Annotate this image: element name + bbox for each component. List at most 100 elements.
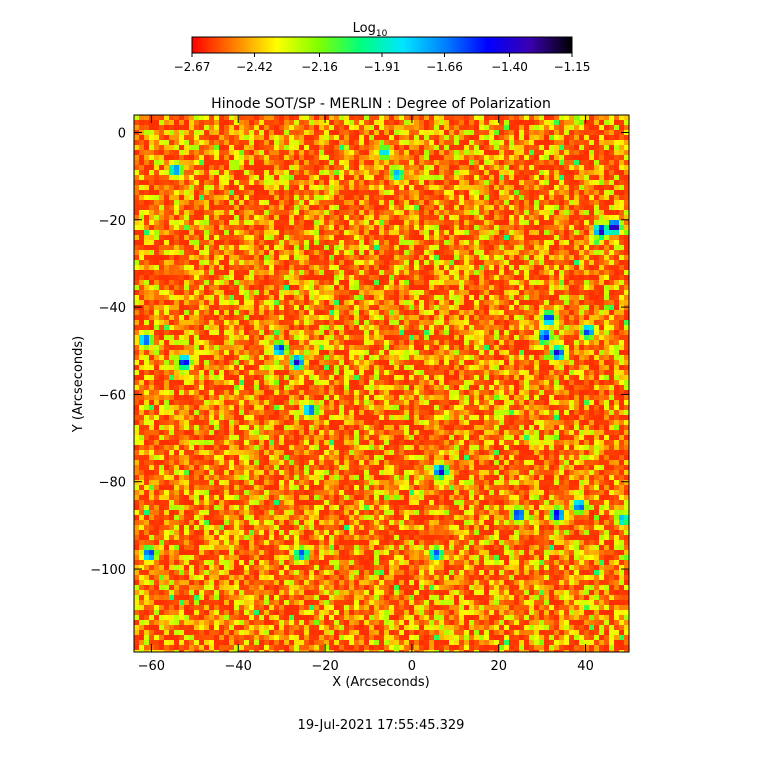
heatmap-cell <box>149 280 154 285</box>
heatmap-cell <box>139 275 144 280</box>
heatmap-cell <box>379 130 384 135</box>
heatmap-cell <box>624 270 629 275</box>
heatmap-cell <box>439 285 444 290</box>
heatmap-cell <box>149 220 154 225</box>
heatmap-cell <box>429 200 434 205</box>
heatmap-cell <box>354 240 359 245</box>
heatmap-cell <box>394 180 399 185</box>
heatmap-cell <box>444 335 449 340</box>
heatmap-cell <box>169 350 174 355</box>
heatmap-cell <box>434 320 439 325</box>
heatmap-cell <box>324 215 329 220</box>
heatmap-cell <box>599 210 604 215</box>
heatmap-cell <box>359 270 364 275</box>
heatmap-cell <box>554 195 559 200</box>
colorbar-ticks: −2.67 −2.42 −2.16 −1.91 −1.66 −1.40 −1.15 <box>174 53 590 74</box>
heatmap-cell <box>244 240 249 245</box>
heatmap-cell <box>514 305 519 310</box>
heatmap-cell <box>254 270 259 275</box>
heatmap-cell <box>324 185 329 190</box>
heatmap-cell <box>134 225 139 230</box>
heatmap-cell <box>384 115 389 120</box>
heatmap-cell <box>559 115 564 120</box>
heatmap-cell <box>184 350 189 355</box>
heatmap-cell <box>429 265 434 270</box>
heatmap-cell <box>569 170 574 175</box>
heatmap-cell <box>324 235 329 240</box>
heatmap-cell <box>614 275 619 280</box>
heatmap-cell <box>329 120 334 125</box>
heatmap-cell <box>464 300 469 305</box>
heatmap-cell <box>489 295 494 300</box>
heatmap-cell <box>159 230 164 235</box>
heatmap-cell <box>284 245 289 250</box>
heatmap-cell <box>269 120 274 125</box>
heatmap-cell <box>404 140 409 145</box>
heatmap-cell <box>429 360 434 365</box>
heatmap-cell <box>339 360 344 365</box>
heatmap-cell <box>389 230 394 235</box>
heatmap-cell <box>529 115 534 120</box>
heatmap-cell <box>579 345 584 350</box>
heatmap-cell <box>314 150 319 155</box>
heatmap-cell <box>604 360 609 365</box>
heatmap-cell <box>464 160 469 165</box>
heatmap-cell <box>374 195 379 200</box>
heatmap-cell <box>559 280 564 285</box>
heatmap-cell <box>559 200 564 205</box>
heatmap-cell <box>534 145 539 150</box>
heatmap-cell <box>444 275 449 280</box>
heatmap-cell <box>404 270 409 275</box>
heatmap-cell <box>214 265 219 270</box>
heatmap-cell <box>244 175 249 180</box>
heatmap-cell <box>304 120 309 125</box>
heatmap-cell <box>379 230 384 235</box>
heatmap-cell <box>429 255 434 260</box>
heatmap-cell <box>214 315 219 320</box>
heatmap-cell <box>389 320 394 325</box>
heatmap-cell <box>164 360 169 365</box>
heatmap-cell <box>329 165 334 170</box>
heatmap-cell <box>134 250 139 255</box>
heatmap-cell <box>449 255 454 260</box>
heatmap-cell <box>289 280 294 285</box>
heatmap-cell <box>454 160 459 165</box>
heatmap-cell <box>549 345 554 350</box>
heatmap-cell <box>309 135 314 140</box>
heatmap-cell <box>504 250 509 255</box>
heatmap-cell <box>229 280 234 285</box>
heatmap-cell <box>164 170 169 175</box>
heatmap-cell <box>419 185 424 190</box>
heatmap-cell <box>339 255 344 260</box>
heatmap-cell <box>314 295 319 300</box>
heatmap-cell <box>424 285 429 290</box>
heatmap-cell <box>259 125 264 130</box>
heatmap-cell <box>589 310 594 315</box>
heatmap-cell <box>184 160 189 165</box>
heatmap-cell <box>389 160 394 165</box>
heatmap-cell <box>474 300 479 305</box>
heatmap-cell <box>189 250 194 255</box>
heatmap-cell <box>484 290 489 295</box>
heatmap-cell <box>514 275 519 280</box>
heatmap-cell <box>169 280 174 285</box>
heatmap-cell <box>489 265 494 270</box>
heatmap-cell <box>264 225 269 230</box>
heatmap-cell <box>179 130 184 135</box>
heatmap-cell <box>614 285 619 290</box>
heatmap-cell <box>364 205 369 210</box>
heatmap-cell <box>504 245 509 250</box>
heatmap-cell <box>149 305 154 310</box>
heatmap-cell <box>294 330 299 335</box>
heatmap-cell <box>399 340 404 345</box>
heatmap-cell <box>454 295 459 300</box>
heatmap-cell <box>314 305 319 310</box>
heatmap-cell <box>544 280 549 285</box>
heatmap-cell <box>374 170 379 175</box>
heatmap-cell <box>379 300 384 305</box>
heatmap-cell <box>559 260 564 265</box>
heatmap-cell <box>134 330 139 335</box>
heatmap-cell <box>434 325 439 330</box>
heatmap-cell <box>344 220 349 225</box>
heatmap-cell <box>244 330 249 335</box>
